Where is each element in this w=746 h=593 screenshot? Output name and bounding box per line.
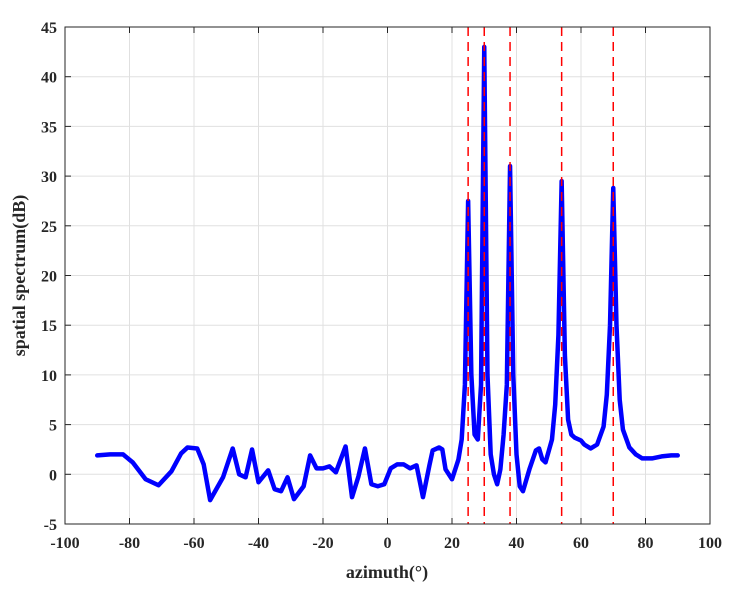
x-tick-label: 20: [444, 535, 460, 552]
y-tick-label: 25: [41, 219, 57, 236]
reference-lines: [467, 27, 614, 524]
y-tick-labels: -5 0 5 10 15 20 25 30 35 40 45: [41, 20, 57, 534]
x-tick-label: 40: [509, 535, 525, 552]
x-axis-title: azimuth(°): [346, 562, 428, 583]
x-tick-label: -100: [50, 535, 79, 552]
series-layer: [95, 44, 680, 503]
x-tick-label: 0: [384, 535, 392, 552]
y-tick-label: -5: [44, 517, 57, 534]
y-tick-label: 15: [41, 318, 57, 335]
x-tick-labels: -100 -80 -60 -40 -20 0 20 40 60 80 100: [50, 535, 722, 552]
x-tick-label: -60: [183, 535, 204, 552]
y-tick-label: 10: [41, 368, 57, 385]
plot-frame: [64, 26, 711, 525]
y-tick-label: 0: [49, 467, 57, 484]
y-axis-title: spatial spectrum(dB): [9, 195, 30, 357]
x-tick-label: -40: [248, 535, 269, 552]
y-tick-label: 35: [41, 119, 57, 136]
y-tick-label: 5: [49, 418, 57, 435]
y-tick-label: 20: [41, 269, 57, 286]
x-tick-label: 80: [638, 535, 654, 552]
x-tick-label: -80: [119, 535, 140, 552]
axes: [64, 26, 711, 525]
y-tick-label: 45: [41, 20, 57, 37]
y-tick-label: 30: [41, 169, 57, 186]
x-tick-label: 60: [573, 535, 589, 552]
y-tick-label: 40: [41, 70, 57, 87]
series-line-0: [95, 44, 680, 503]
x-tick-label: -20: [312, 535, 333, 552]
x-tick-label: 100: [698, 535, 722, 552]
